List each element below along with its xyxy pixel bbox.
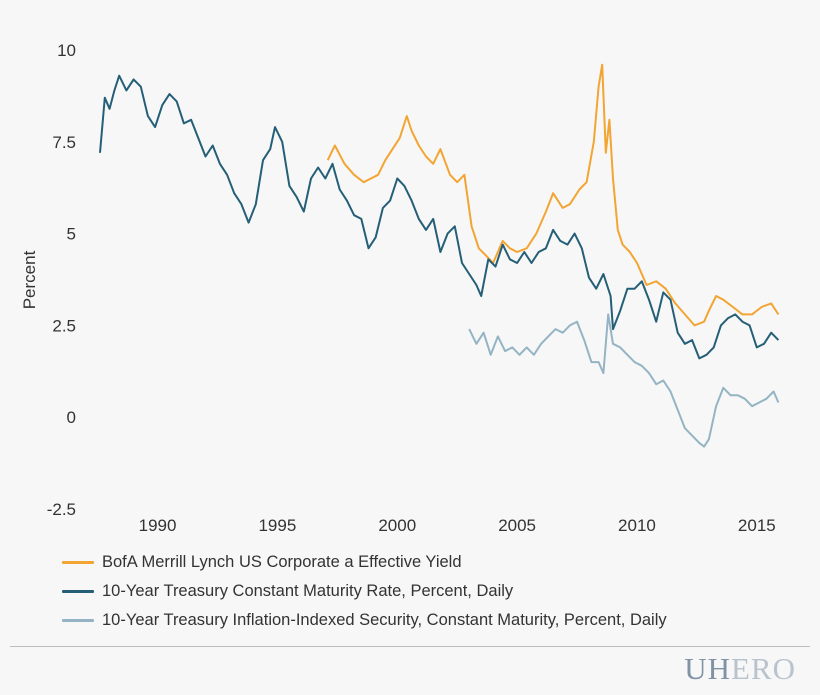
x-tick-label: 2010 [618, 516, 656, 535]
legend-label-treasury-10y: 10-Year Treasury Constant Maturity Rate,… [102, 582, 514, 600]
y-tick-label: 5 [67, 225, 76, 244]
series-line-2 [468, 313, 780, 448]
series-line-1 [99, 74, 780, 360]
y-tick-label: -2.5 [47, 500, 76, 519]
series-lines [99, 63, 780, 448]
x-tick-label: 2000 [378, 516, 416, 535]
legend: BofA Merrill Lynch US Corporate a Effect… [62, 548, 667, 635]
x-tick-label: 1990 [139, 516, 177, 535]
footer-divider [10, 646, 810, 647]
legend-item-tips-10y: 10-Year Treasury Inflation-Indexed Secur… [62, 606, 667, 635]
legend-swatch-tips-10y [62, 619, 94, 622]
x-tick-label: 2015 [738, 516, 776, 535]
legend-swatch-treasury-10y [62, 590, 94, 593]
x-tick-label: 2005 [498, 516, 536, 535]
legend-item-corporate-yield: BofA Merrill Lynch US Corporate a Effect… [62, 548, 667, 577]
legend-label-corporate-yield: BofA Merrill Lynch US Corporate a Effect… [102, 553, 462, 571]
uhero-logo: UHERO [684, 651, 796, 686]
y-axis-label: Percent [20, 250, 39, 309]
line-chart: Percent 10 7.5 5 2.5 0 -2.5 1990 1995 2000 2005 2… [20, 41, 780, 535]
y-tick-labels: 10 7.5 5 2.5 0 -2.5 [47, 41, 76, 519]
y-tick-label: 7.5 [52, 133, 76, 152]
y-tick-label: 10 [57, 41, 76, 60]
series-line-0 [326, 63, 780, 327]
legend-item-treasury-10y: 10-Year Treasury Constant Maturity Rate,… [62, 577, 667, 606]
legend-label-tips-10y: 10-Year Treasury Inflation-Indexed Secur… [102, 611, 667, 629]
x-tick-labels: 1990 1995 2000 2005 2010 2015 [139, 516, 776, 535]
legend-swatch-corporate-yield [62, 561, 94, 564]
x-tick-label: 1995 [258, 516, 296, 535]
y-tick-label: 2.5 [52, 316, 76, 335]
y-tick-label: 0 [67, 408, 76, 427]
y-axis-title: Percent [20, 250, 39, 309]
